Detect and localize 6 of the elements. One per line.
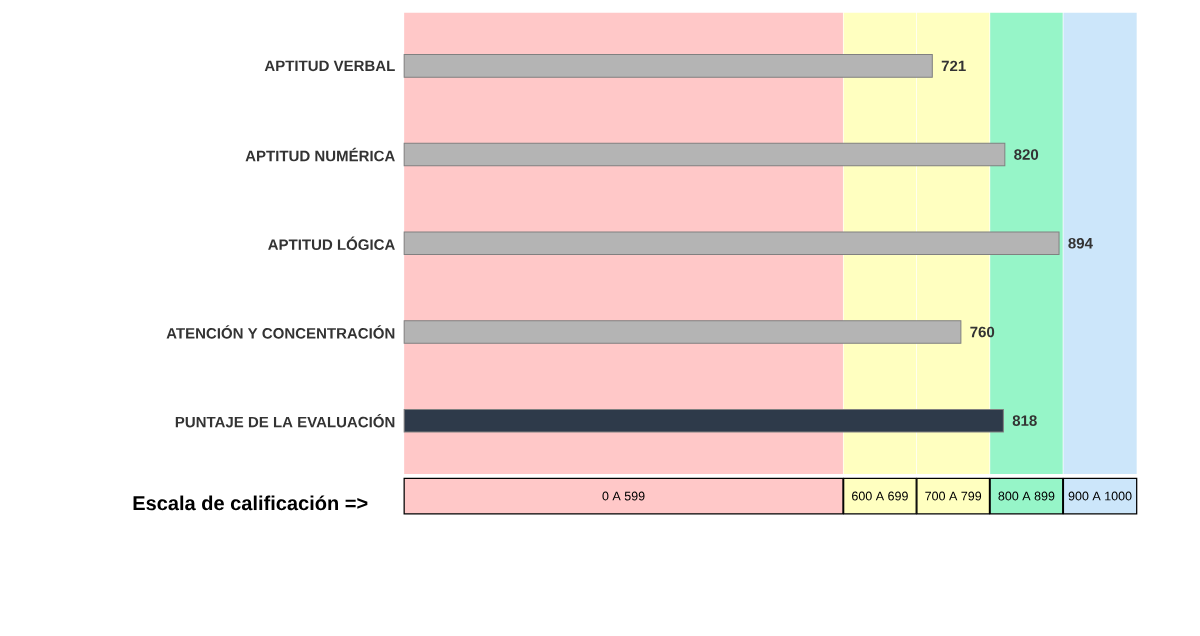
bar (403, 319, 962, 344)
bar (403, 231, 1060, 255)
bar (403, 142, 1006, 167)
bar (403, 408, 1004, 433)
x-axis-title: Escala de calificación => (133, 495, 368, 510)
bar (403, 53, 933, 78)
